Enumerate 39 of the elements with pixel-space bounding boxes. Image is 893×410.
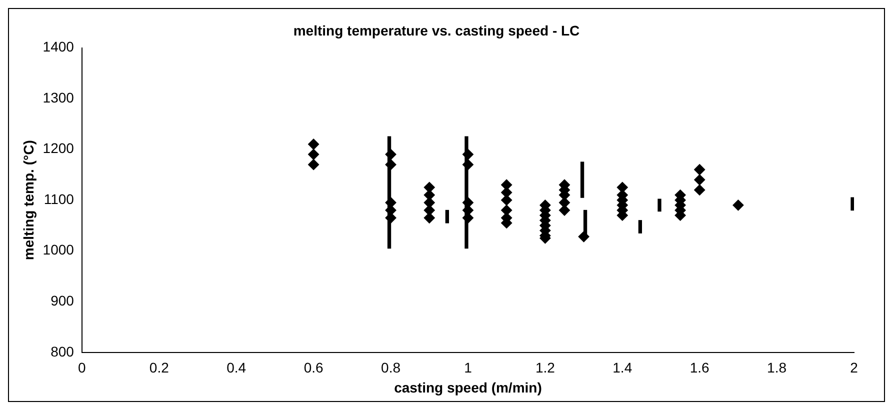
point [694,184,706,196]
x-axis-title: casting speed (m/min) [394,379,542,396]
y-tick-label: 1000 [42,242,74,258]
y-tick-label: 800 [50,343,74,360]
y-tick-label: 1400 [42,38,74,55]
point [462,159,474,170]
y-tick-label: 1100 [44,190,74,207]
x-tick-label: 0.4 [226,360,246,376]
y-tick-label: 1300 [42,89,74,106]
y-tick-label: 900 [50,292,74,308]
chart-title: melting temperature vs. casting speed - LC [293,22,580,38]
point [308,138,320,150]
x-tick-label: 0.8 [381,360,401,376]
x-tick-label: 0.2 [149,360,170,376]
point [385,159,396,170]
point [694,164,706,176]
x-tick-label: 1.8 [767,360,787,376]
bar [580,162,584,198]
bar [850,197,854,211]
point [308,159,320,170]
x-tick-label: 1 [464,360,472,376]
x-tick-label: 1.4 [612,360,632,376]
bar [638,220,642,234]
y-tick-label: 1200 [42,140,74,156]
bar [658,198,662,212]
point [385,148,396,160]
x-tick-label: 1.6 [690,360,710,376]
point [732,200,744,211]
y-axis-title: melting temp. (°C) [20,140,36,260]
x-tick-label: 0.6 [304,360,324,376]
x-tick-label: 0 [78,360,86,376]
point [694,174,706,186]
x-tick-label: 2 [850,360,858,376]
x-tick-label: 1.2 [535,360,556,376]
point [501,194,512,206]
point [578,231,590,242]
point [308,148,320,160]
point [462,148,474,160]
bar [445,210,449,224]
